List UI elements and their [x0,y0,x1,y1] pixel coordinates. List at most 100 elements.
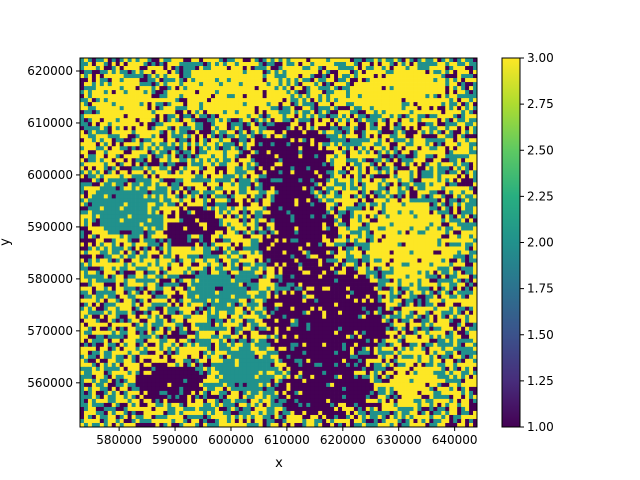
raster-cell [385,170,391,175]
raster-cell [389,154,394,159]
raster-cell [187,234,192,239]
raster-cell [258,154,263,159]
raster-cell [127,214,132,219]
raster-cell [147,70,152,75]
raster-cell [445,114,450,119]
raster-cell [139,142,144,147]
raster-cell [246,214,252,219]
raster-cell [203,230,208,235]
raster-cell [179,202,184,207]
raster-cell [183,246,188,251]
raster-cell [183,126,188,131]
raster-cell [290,90,295,95]
raster-cell [381,246,387,251]
raster-cell [270,222,275,227]
raster-cell [163,158,168,163]
raster-cell [433,174,438,179]
raster-cell [401,142,406,147]
raster-cell [123,166,128,171]
raster-cell [211,186,216,191]
raster-cell [278,86,283,91]
raster-cell [294,198,299,203]
raster-cell [294,82,299,87]
raster-cell [266,242,271,247]
raster-cell [302,62,307,67]
raster-cell [218,214,224,219]
raster-cell [369,142,375,147]
raster-cell [445,162,450,167]
raster-cell [230,106,236,111]
raster-cell [314,130,319,135]
raster-cell [441,206,446,211]
raster-cell [461,106,466,111]
raster-cell [457,86,462,91]
raster-cell [445,166,450,171]
raster-cell [207,82,212,87]
raster-cell [286,246,291,251]
raster-cell [83,154,89,159]
raster-cell [338,150,343,155]
raster-cell [349,66,355,71]
raster-cell [234,94,240,99]
raster-cell [441,234,446,239]
raster-cell [155,126,160,131]
raster-cell [298,182,303,187]
raster-cell [143,142,148,147]
raster-cell [274,178,279,183]
raster-cell [115,110,121,115]
raster-cell [357,138,363,143]
raster-cell [457,178,462,183]
raster-cell [207,214,212,219]
raster-cell [218,146,224,151]
raster-cell [99,98,105,103]
raster-cell [99,58,105,63]
raster-cell [334,210,339,215]
raster-cell [258,122,263,127]
raster-cell [326,158,331,163]
raster-cell [147,174,152,179]
raster-cell [306,186,311,191]
raster-cell [465,62,470,67]
raster-cell [91,78,97,83]
raster-cell [469,186,474,191]
raster-cell [115,58,121,63]
raster-cell [246,166,252,171]
raster-cell [266,254,271,259]
raster-cell [179,190,184,195]
raster-cell [429,150,434,155]
raster-cell [473,90,478,95]
raster-cell [473,110,478,115]
raster-cell [353,158,359,163]
raster-cell [433,114,438,119]
raster-cell [143,230,148,235]
raster-cell [437,222,442,227]
raster-cell [417,78,422,83]
raster-cell [338,238,343,243]
raster-cell [377,90,383,95]
raster-cell [310,202,315,207]
raster-cell [99,182,105,187]
raster-cell [373,194,379,199]
raster-cell [441,222,446,227]
raster-cell [433,246,438,251]
raster-cell [330,134,335,139]
raster-cell [397,78,402,83]
raster-cell [413,122,418,127]
raster-cell [345,86,351,91]
raster-cell [369,230,375,235]
raster-cell [417,106,422,111]
raster-cell [191,254,196,259]
raster-cell [373,74,379,79]
raster-cell [465,222,470,227]
raster-cell [222,226,228,231]
raster-cell [302,78,307,83]
raster-cell [123,74,128,79]
raster-cell [238,118,244,123]
raster-cell [254,254,259,259]
raster-cell [163,246,168,251]
raster-cell [95,190,101,195]
raster-cell [242,66,248,71]
raster-cell [131,102,136,107]
raster-cell [214,202,220,207]
raster-cell [461,62,466,67]
